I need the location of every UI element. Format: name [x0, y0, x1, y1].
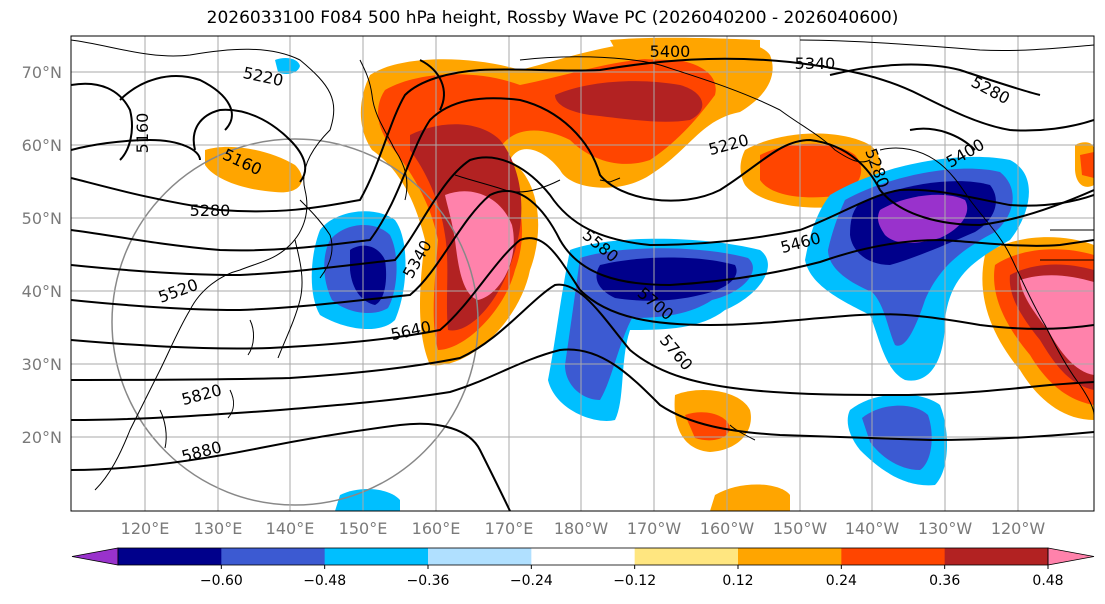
lat-tick: 70°N	[22, 63, 62, 82]
map-panel	[71, 36, 1094, 511]
colorbar-tick-label: −0.60	[200, 573, 243, 589]
lat-tick: 20°N	[22, 428, 62, 447]
lon-tick: 160°W	[700, 519, 755, 538]
colorbar-tick-label: −0.48	[303, 573, 346, 589]
lon-tick: 160°E	[412, 519, 461, 538]
colorbar-swatch	[118, 548, 222, 565]
colorbar-tick-label: 0.48	[1032, 573, 1063, 589]
lon-tick: 120°W	[991, 519, 1046, 538]
lon-tick: 140°E	[266, 519, 315, 538]
colorbar-frame	[117, 547, 1049, 566]
colorbar-extend-high	[1047, 547, 1095, 566]
lat-tick-labels: 70°N 60°N 50°N 40°N 30°N 20°N	[22, 63, 62, 447]
coastlines	[71, 39, 1094, 491]
anomaly-shading	[205, 37, 1094, 511]
colorbar-tick-label: 0.24	[826, 573, 857, 589]
graticule	[71, 36, 1094, 511]
colorbar-swatch	[221, 548, 326, 565]
contour-label: 5340	[795, 54, 836, 73]
colorbar-tick-label: −0.36	[407, 573, 450, 589]
lon-tick: 130°W	[918, 519, 973, 538]
colorbar-tick-label: 0.36	[929, 573, 960, 589]
colorbar-extend-low	[71, 547, 119, 566]
lon-tick: 130°E	[194, 519, 243, 538]
lon-tick: 170°W	[627, 519, 682, 538]
lat-tick: 60°N	[22, 136, 62, 155]
colorbar-tick-label: −0.24	[510, 573, 553, 589]
colorbar: −0.60 −0.48 −0.36 −0.24 −0.12 0.12 0.24 0.36 0.4…	[71, 547, 1095, 589]
lon-tick: 140°W	[845, 519, 900, 538]
range-circle	[111, 138, 479, 506]
lon-tick: 180°W	[554, 519, 609, 538]
lon-tick: 150°E	[339, 519, 388, 538]
colorbar-swatch	[944, 548, 1049, 565]
height-contours	[71, 57, 1094, 511]
colorbar-tick-label: −0.12	[613, 573, 656, 589]
lon-tick: 150°W	[773, 519, 828, 538]
lon-tick: 120°E	[121, 519, 170, 538]
colorbar-swatch	[634, 548, 739, 565]
lat-tick: 30°N	[22, 355, 62, 374]
colorbar-swatch	[841, 548, 946, 565]
lat-tick: 40°N	[22, 282, 62, 301]
contour-label: 5160	[133, 113, 152, 154]
contour-label: 5280	[190, 201, 231, 220]
colorbar-swatch	[324, 548, 429, 565]
map-frame	[70, 35, 1095, 512]
colorbar-swatch	[531, 548, 636, 565]
colorbar-swatch	[738, 548, 842, 565]
map-title: 2026033100 F084 500 hPa height, Rossby W…	[206, 8, 899, 28]
lon-tick: 170°E	[485, 519, 534, 538]
colorbar-tick-label: 0.12	[722, 573, 753, 589]
lon-tick-labels: 120°E 130°E 140°E 150°E 160°E 170°E 180°…	[121, 519, 1046, 538]
contour-label: 5400	[650, 42, 691, 61]
lat-tick: 50°N	[22, 209, 62, 228]
colorbar-swatch	[428, 548, 532, 565]
